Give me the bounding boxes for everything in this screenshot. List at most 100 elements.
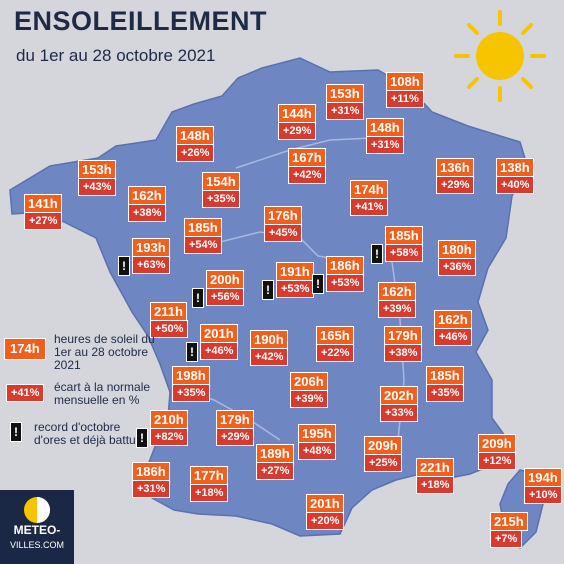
percent-deviation: +35% (426, 384, 465, 402)
map-title: ENSOLEILLEMENT (14, 6, 268, 36)
percent-deviation: +27% (256, 462, 295, 480)
percent-deviation: +39% (378, 300, 417, 318)
percent-deviation: +53% (326, 274, 365, 292)
station-label: 190h +42% (250, 330, 310, 366)
river-line (235, 137, 373, 169)
percent-deviation: +46% (200, 342, 239, 360)
percent-deviation: +29% (278, 122, 317, 140)
legend-record-sample: ! (10, 422, 22, 442)
station-label: 179h +38% (384, 326, 444, 362)
station-label: 165h +22% (316, 326, 376, 362)
station-label: 210h +82%! (136, 410, 210, 448)
station-label: 179h +29% (216, 410, 276, 446)
percent-deviation: +46% (434, 328, 473, 346)
station-label: 189h +27% (256, 444, 316, 480)
legend-record-text: record d'octobre d'ores et déjà battu (34, 420, 136, 447)
station-label: 148h +26% (176, 126, 236, 162)
sunshine-hours: 153h (326, 84, 364, 103)
station-label: 186h +31% (132, 462, 192, 498)
sunshine-hours: 177h (190, 466, 228, 485)
sunshine-hours: 165h (316, 326, 354, 345)
sunshine-hours: 185h (184, 218, 222, 237)
station-label: 144h +29% (278, 104, 338, 140)
sunshine-hours: 209h (364, 436, 402, 455)
station-label: 154h +35% (202, 172, 262, 208)
station-label: 200h +56%! (192, 270, 266, 308)
station-label: 138h +40% (496, 158, 556, 194)
sunshine-hours: 148h (366, 118, 404, 137)
sunshine-hours: 186h (326, 256, 364, 275)
percent-deviation: +43% (78, 178, 117, 196)
station-label: 221h +18% (416, 458, 476, 494)
sunshine-hours: 141h (24, 194, 62, 213)
percent-deviation: +38% (384, 344, 423, 362)
percent-deviation: +12% (478, 452, 517, 470)
sunshine-hours: 210h (150, 410, 188, 429)
percent-deviation: +29% (436, 176, 475, 194)
station-label: 209h +12% (478, 434, 538, 470)
sunshine-hours: 153h (78, 160, 116, 179)
sunshine-hours: 215h (490, 512, 528, 531)
percent-deviation: +31% (326, 102, 365, 120)
percent-deviation: +53% (276, 280, 315, 298)
station-label: 215h +7% (490, 512, 550, 548)
station-label: 201h +20% (306, 494, 366, 530)
station-label: 201h +46%! (186, 324, 260, 362)
station-label: 148h +31% (366, 118, 426, 154)
station-label: 136h +29% (436, 158, 496, 194)
percent-deviation: +26% (176, 144, 215, 162)
station-label: 185h +35% (426, 366, 486, 402)
percent-deviation: +56% (206, 288, 245, 306)
map-subtitle: du 1er au 28 octobre 2021 (16, 46, 216, 65)
percent-deviation: +82% (150, 428, 189, 446)
station-label: 198h +35% (172, 366, 232, 402)
legend-hours-sample: 174h (4, 338, 46, 360)
sunshine-hours: 209h (478, 434, 516, 453)
legend-percent-text: écart à la normale mensuelle en % (54, 380, 151, 407)
percent-deviation: +33% (380, 404, 419, 422)
sun-icon (454, 10, 546, 102)
sunshine-hours: 176h (264, 206, 302, 225)
sunshine-hours: 136h (436, 158, 474, 177)
percent-deviation: +10% (524, 486, 563, 504)
station-label: 186h +53%! (312, 256, 386, 294)
percent-deviation: +35% (202, 190, 241, 208)
sunshine-hours: 167h (288, 148, 326, 167)
percent-deviation: +42% (250, 348, 289, 366)
record-badge: ! (262, 280, 274, 300)
percent-deviation: +40% (496, 176, 535, 194)
percent-deviation: +29% (216, 428, 255, 446)
sunshine-hours: 179h (384, 326, 422, 345)
percent-deviation: +39% (290, 390, 329, 408)
sunshine-hours: 144h (278, 104, 316, 123)
station-label: 180h +36% (438, 240, 498, 276)
sunshine-hours: 195h (298, 424, 336, 443)
sunshine-hours: 193h (132, 238, 170, 257)
sunshine-hours: 201h (306, 494, 344, 513)
station-label: 167h +42% (288, 148, 348, 184)
sunshine-hours: 186h (132, 462, 170, 481)
percent-deviation: +45% (264, 224, 303, 242)
station-label: 162h +38% (128, 186, 188, 222)
percent-deviation: +58% (385, 244, 424, 262)
meteo-villes-logo (0, 490, 74, 564)
station-label: 153h +43% (78, 160, 138, 196)
sunshine-hours: 211h (150, 302, 187, 321)
record-badge: ! (312, 274, 324, 294)
sunshine-hours: 174h (350, 180, 388, 199)
record-badge: ! (186, 342, 198, 362)
sunshine-hours: 162h (128, 186, 166, 205)
station-label: 176h +45% (264, 206, 324, 242)
percent-deviation: +36% (438, 258, 477, 276)
station-label: 177h +18% (190, 466, 250, 502)
percent-deviation: +63% (132, 256, 171, 274)
percent-deviation: +22% (316, 344, 355, 362)
sunshine-hours: 162h (434, 310, 472, 329)
station-label: 185h +54% (184, 218, 244, 254)
sunshine-hours: 148h (176, 126, 214, 145)
station-label: 141h +27% (24, 194, 84, 230)
sunshine-hours: 162h (378, 282, 416, 301)
logo-sun-icon (24, 497, 50, 523)
station-label: 191h +53%! (262, 262, 336, 300)
logo-text-line1: METEO- (13, 523, 61, 537)
